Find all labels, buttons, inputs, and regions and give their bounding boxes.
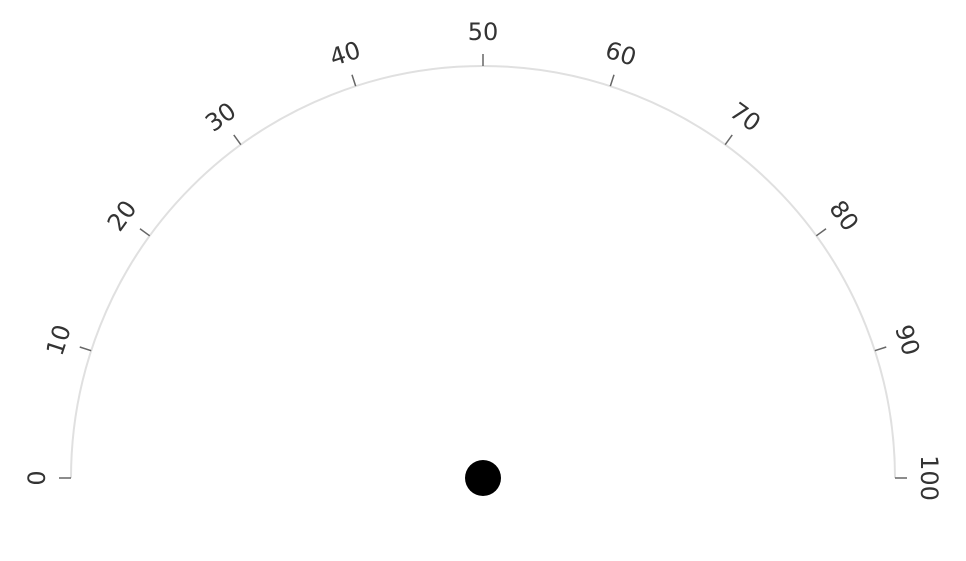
gauge-tick-labels: 0 10 20 30 40 50 60 70 80 90 100 [23,18,943,501]
gauge-tick-90 [874,346,887,352]
gauge-ticks [59,54,907,479]
gauge-pivot [465,460,501,496]
gauge-tick-40 [351,74,357,87]
gauge-tick-label-20: 20 [102,195,143,236]
gauge-tick-label-0: 0 [23,470,51,485]
gauge-tick-20 [139,228,151,237]
gauge-tick-80 [815,228,827,237]
gauge-tick-label-10: 10 [41,321,77,359]
gauge-tick-label-30: 30 [200,97,241,138]
gauge-arc [70,65,896,479]
gauge-tick-label-70: 70 [725,97,766,138]
gauge-tick-label-100: 100 [915,455,943,501]
gauge-tick-label-40: 40 [326,36,364,72]
gauge-tick-60 [609,74,615,87]
gauge-tick-label-60: 60 [602,36,640,72]
gauge-tick-70 [724,134,733,146]
gauge-tick-label-50: 50 [468,18,499,46]
gauge-tick-label-90: 90 [889,321,925,359]
gauge-tick-30 [233,134,242,146]
gauge-tick-label-80: 80 [824,195,865,236]
gauge-tick-10 [79,346,92,352]
